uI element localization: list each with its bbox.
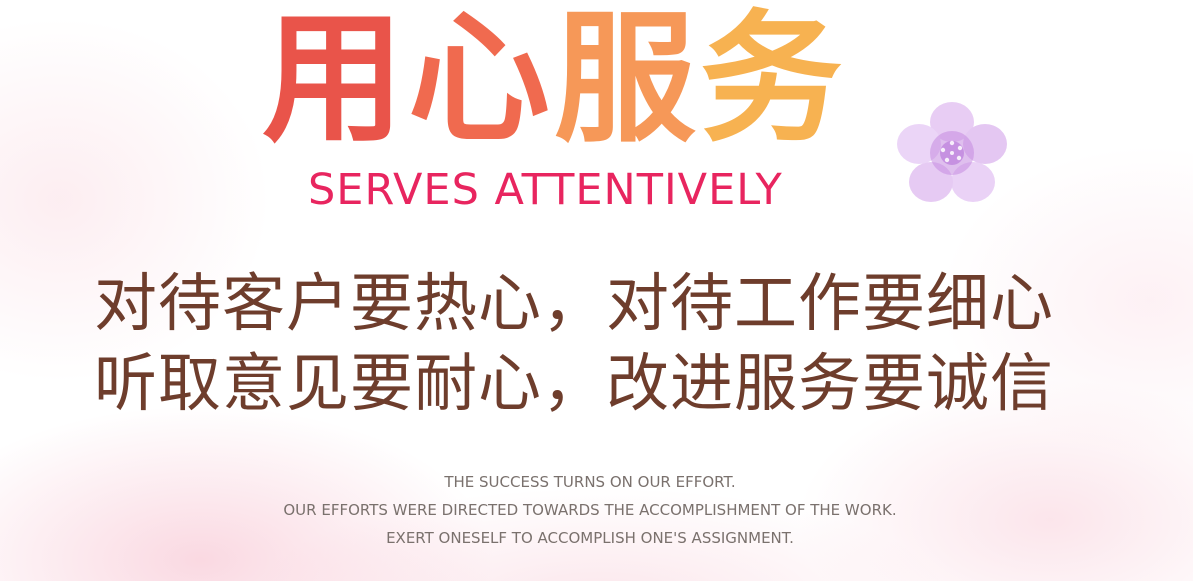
- tagline-1: THE SUCCESS TURNS ON OUR EFFORT.: [444, 473, 736, 491]
- flower-icon: [897, 102, 1007, 202]
- title-char-1: 用: [262, 0, 408, 162]
- title-char-4: 务: [700, 0, 846, 162]
- title-chinese: 用 心 服 务: [262, 0, 902, 160]
- title-char-3: 服: [554, 0, 700, 162]
- tagline-2: OUR EFFORTS WERE DIRECTED TOWARDS THE AC…: [283, 501, 897, 519]
- tagline-3: EXERT ONESELF TO ACCOMPLISH ONE'S ASSIGN…: [386, 529, 794, 547]
- slogan-line-1: 对待客户要热心，对待工作要细心: [94, 267, 1054, 340]
- title-english: SERVES ATTENTIVELY: [308, 165, 783, 215]
- slogan-line-2: 听取意见要耐心，改进服务要诚信: [94, 347, 1054, 420]
- title-char-2: 心: [408, 0, 554, 162]
